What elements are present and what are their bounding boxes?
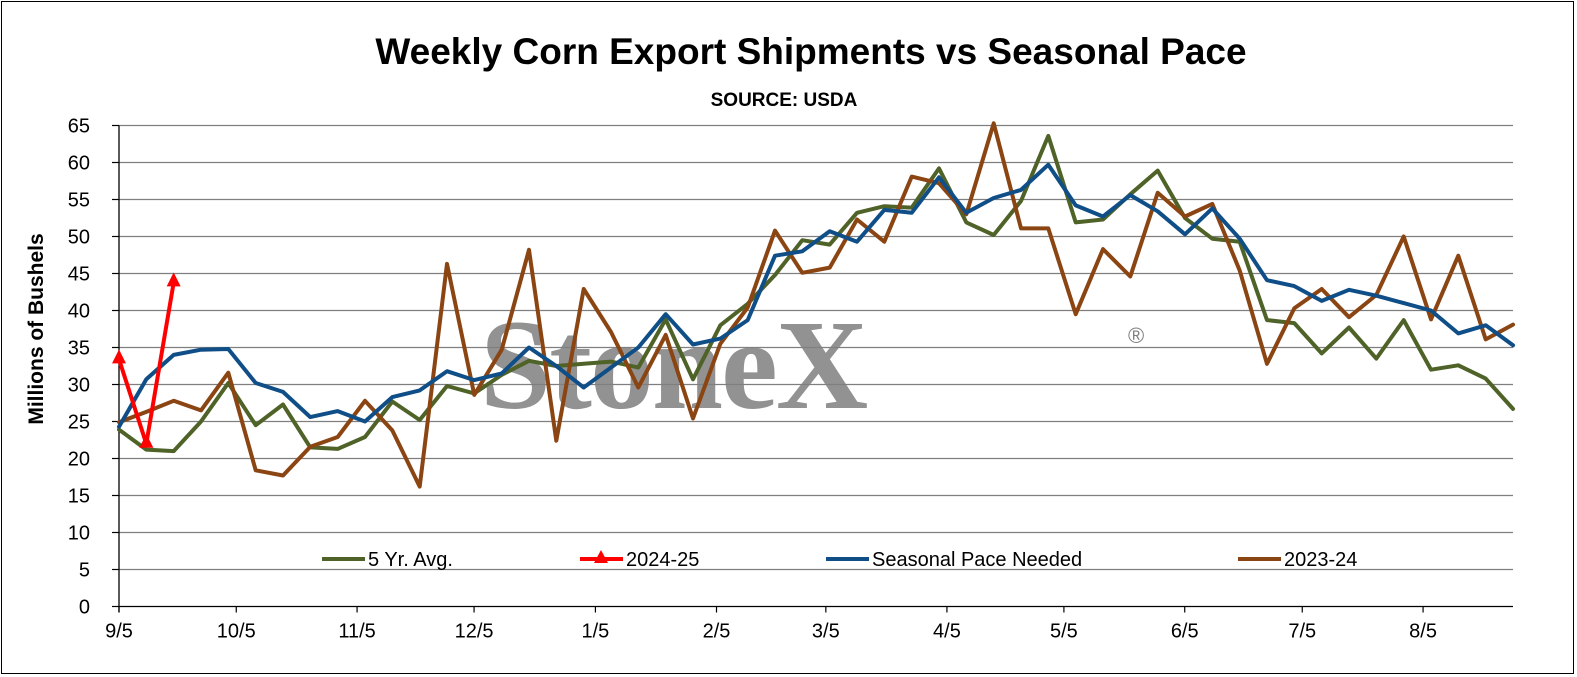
y-tick-labels: 0 5 10 15 20 25 30 35 40 45 50 55 60 65 <box>68 116 90 619</box>
x-tick-label: 6/5 <box>1171 621 1199 643</box>
x-tick-label: 2/5 <box>703 621 731 643</box>
x-tick-labels: 9/5 10/5 11/5 12/5 1/5 2/5 3/5 4/5 5/5 6/5 7/5 8/5 <box>105 621 1437 643</box>
legend-label: Seasonal Pace Needed <box>872 549 1082 571</box>
y-tick-label: 25 <box>68 412 90 434</box>
y-tick-label: 60 <box>68 153 90 175</box>
y-axis-label: Millions of Bushels <box>25 233 48 424</box>
y-tick-label: 20 <box>68 449 90 471</box>
x-tick-label: 10/5 <box>217 621 256 643</box>
y-tick-label: 30 <box>68 375 90 397</box>
x-tick-label: 5/5 <box>1050 621 1078 643</box>
legend-label: 5 Yr. Avg. <box>368 549 453 571</box>
x-tick-label: 9/5 <box>105 621 133 643</box>
series-lines <box>112 121 1515 489</box>
chart-title: Weekly Corn Export Shipments vs Seasonal… <box>375 31 1246 72</box>
y-tick-label: 0 <box>79 597 90 619</box>
y-tick-label: 55 <box>68 190 90 212</box>
series-line-seasonal-pace-needed <box>117 162 1515 429</box>
y-tick-label: 65 <box>68 116 90 138</box>
chart-subtitle: SOURCE: USDA <box>711 90 858 111</box>
x-tick-label: 12/5 <box>455 621 494 643</box>
x-tick-label: 4/5 <box>933 621 961 643</box>
y-tick-label: 35 <box>68 338 90 360</box>
series-line-2023-24 <box>117 121 1515 489</box>
legend-label: 2023-24 <box>1284 549 1357 571</box>
data-point-marker <box>166 272 181 287</box>
y-tick-label: 15 <box>68 486 90 508</box>
axes <box>112 124 1513 613</box>
data-point-marker <box>139 433 154 448</box>
legend-marker <box>594 550 608 563</box>
x-tick-label: 11/5 <box>338 621 375 643</box>
x-tick-label: 8/5 <box>1409 621 1437 643</box>
data-point-marker <box>112 349 126 364</box>
x-tick-label: 3/5 <box>812 621 840 643</box>
legend: 5 Yr. Avg. 2024-25 Seasonal Pace Needed 202… <box>322 549 1357 571</box>
y-tick-label: 40 <box>68 301 90 323</box>
x-tick-label: 1/5 <box>582 621 610 643</box>
gridlines <box>119 124 1513 571</box>
y-tick-label: 10 <box>68 523 90 545</box>
x-tick-label: 7/5 <box>1288 621 1316 643</box>
registered-mark: ® <box>1128 323 1144 348</box>
legend-label: 2024-25 <box>626 549 699 571</box>
y-tick-label: 50 <box>68 227 90 249</box>
y-tick-label: 45 <box>68 264 90 286</box>
y-tick-label: 5 <box>79 560 90 582</box>
